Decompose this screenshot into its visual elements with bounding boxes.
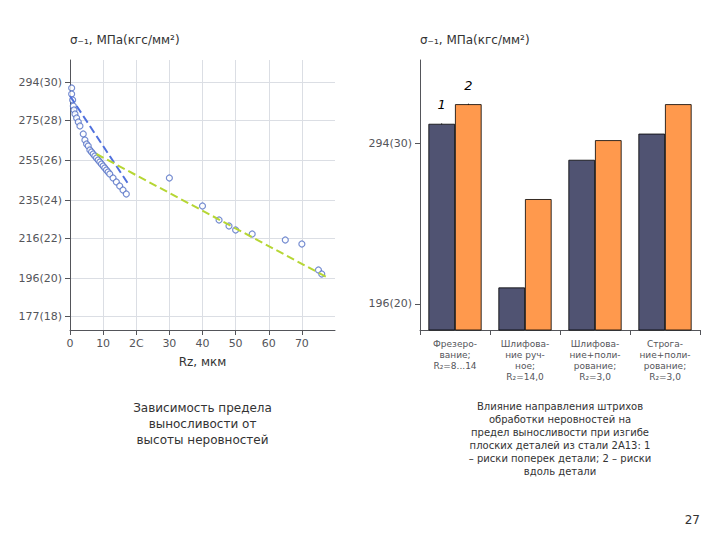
- svg-text:235(24): 235(24): [18, 194, 62, 207]
- svg-text:Шлифова-: Шлифова-: [501, 339, 550, 349]
- svg-text:2: 2: [464, 78, 472, 93]
- svg-text:рование;: рование;: [574, 361, 616, 371]
- svg-text:Зависимость предела: Зависимость предела: [133, 401, 272, 415]
- svg-text:плоских деталей из стали 2А13:: плоских деталей из стали 2А13: 1: [470, 440, 651, 451]
- svg-text:вание;: вание;: [439, 350, 470, 360]
- svg-text:R₂=14,0: R₂=14,0: [506, 372, 544, 382]
- svg-text:ное;: ное;: [515, 361, 535, 371]
- svg-text:Шлифова-: Шлифова-: [571, 339, 620, 349]
- svg-text:40: 40: [196, 337, 210, 350]
- svg-text:294(30): 294(30): [18, 76, 62, 89]
- svg-text:R₂=3,0: R₂=3,0: [579, 372, 611, 382]
- svg-text:275(28): 275(28): [18, 114, 62, 127]
- svg-text:1: 1: [438, 97, 446, 112]
- svg-text:вдоль детали: вдоль детали: [524, 466, 596, 477]
- svg-text:σ₋₁, МПа(кгс/мм²): σ₋₁, МПа(кгс/мм²): [70, 33, 180, 47]
- svg-text:177(18): 177(18): [18, 310, 62, 323]
- svg-text:Rz, мкм: Rz, мкм: [179, 355, 227, 369]
- svg-text:10: 10: [96, 337, 110, 350]
- svg-text:27: 27: [685, 513, 700, 527]
- svg-text:216(22): 216(22): [18, 232, 62, 245]
- svg-text:высоты неровностей: высоты неровностей: [137, 433, 269, 447]
- svg-text:196(20): 196(20): [18, 272, 62, 285]
- svg-text:70: 70: [295, 337, 309, 350]
- svg-text:294(30): 294(30): [368, 137, 412, 150]
- svg-text:ние руч-: ние руч-: [505, 350, 545, 360]
- svg-text:ние+поли-: ние+поли-: [569, 350, 620, 360]
- svg-text:выносливости от: выносливости от: [149, 417, 257, 431]
- svg-text:0: 0: [67, 337, 74, 350]
- svg-text:30: 30: [162, 337, 176, 350]
- svg-text:обработки неровностей на: обработки неровностей на: [489, 414, 631, 425]
- svg-text:Влияние направления штрихов: Влияние направления штрихов: [477, 401, 643, 412]
- svg-text:Строга-: Строга-: [647, 339, 683, 349]
- svg-text:60: 60: [262, 337, 276, 350]
- svg-text:2C: 2C: [129, 337, 144, 350]
- svg-text:ние+поли-: ние+поли-: [639, 350, 690, 360]
- svg-text:50: 50: [229, 337, 243, 350]
- svg-text:R₂=3,0: R₂=3,0: [649, 372, 681, 382]
- svg-text:Фрезеро-: Фрезеро-: [433, 339, 477, 349]
- svg-text:– риски поперек детали; 2 – ри: – риски поперек детали; 2 – риски: [469, 453, 651, 464]
- svg-text:σ₋₁, МПа(кгс/мм²): σ₋₁, МПа(кгс/мм²): [420, 33, 530, 47]
- svg-text:рование;: рование;: [644, 361, 686, 371]
- svg-text:R₂=8...14: R₂=8...14: [433, 361, 476, 371]
- svg-text:196(20): 196(20): [368, 297, 412, 310]
- svg-text:255(26): 255(26): [18, 154, 62, 167]
- svg-text:предел выносливости при изгибе: предел выносливости при изгибе: [471, 427, 649, 438]
